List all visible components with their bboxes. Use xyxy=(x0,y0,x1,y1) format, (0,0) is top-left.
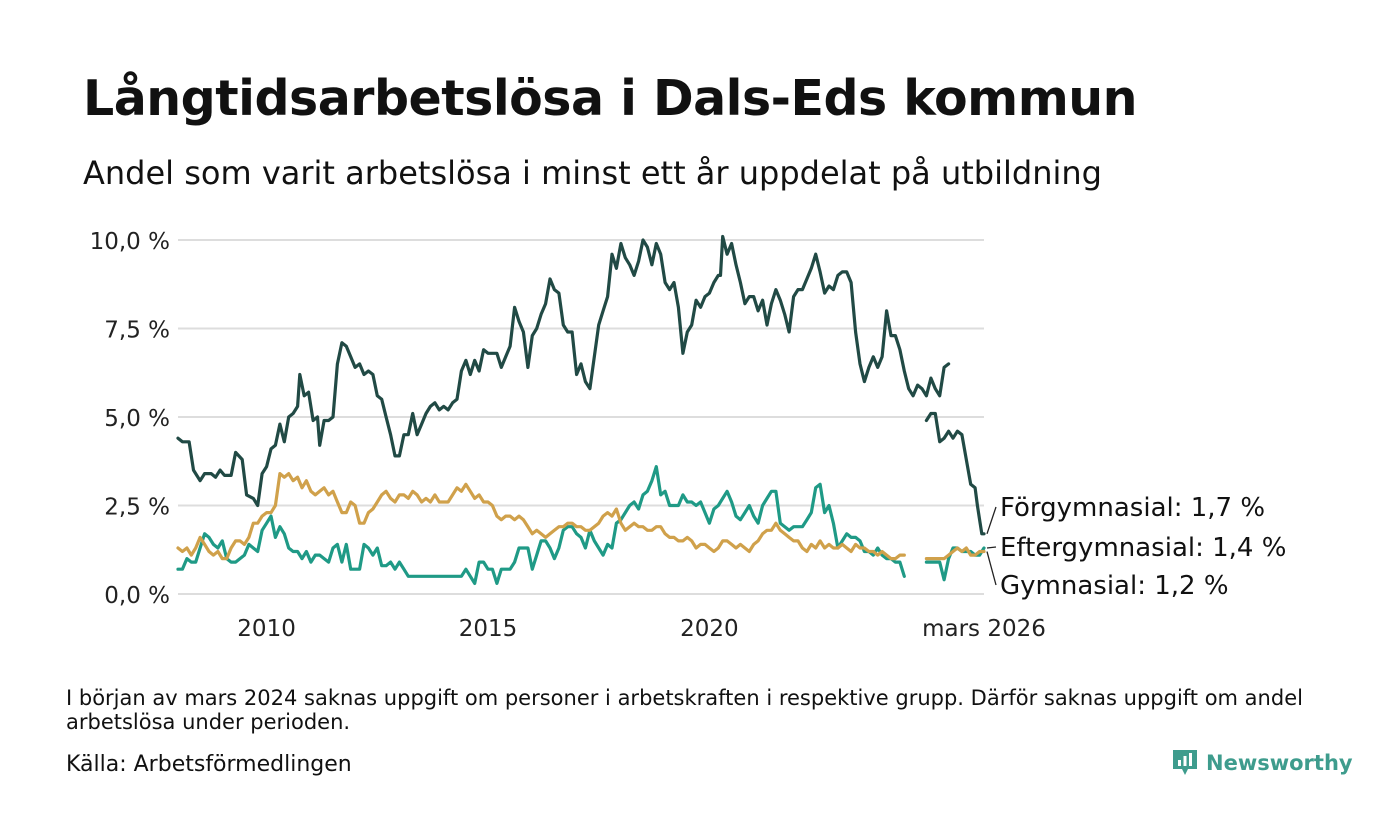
x-tick-label: mars 2026 xyxy=(922,616,1046,642)
series-line-förgymnasial xyxy=(924,411,986,536)
newsworthy-logo: Newsworthy xyxy=(1172,748,1353,778)
series-line-gymnasial xyxy=(176,472,906,561)
brand-name: Newsworthy xyxy=(1206,751,1353,775)
y-tick-label: 7,5 % xyxy=(104,318,170,344)
series-end-label: Eftergymnasial: 1,4 % xyxy=(1000,533,1286,563)
label-leader-line xyxy=(986,506,997,535)
footnote: I början av mars 2024 saknas uppgift om … xyxy=(66,686,1303,734)
line-chart: 0,0 % 2,5 % 5,0 % 7,5 % 10,0 % 2010 2015 2020 ma… xyxy=(90,229,1287,642)
series-end-label: Gymnasial: 1,2 % xyxy=(1000,571,1229,601)
newsworthy-logo-icon xyxy=(1173,750,1197,775)
series-line-förgymnasial xyxy=(176,234,951,508)
series-line-eftergymnasial xyxy=(176,465,906,585)
x-tick-label: 2020 xyxy=(680,616,739,642)
y-tick-label: 10,0 % xyxy=(90,229,170,255)
series-line-gymnasial xyxy=(924,546,986,561)
x-tick-label: 2010 xyxy=(237,616,296,642)
label-leader-line xyxy=(986,546,997,549)
chart-subtitle: Andel som varit arbetslösa i minst ett å… xyxy=(83,154,1102,192)
label-leader-line xyxy=(986,551,997,586)
y-tick-label: 5,0 % xyxy=(104,406,170,432)
series-end-label: Förgymnasial: 1,7 % xyxy=(1000,493,1265,523)
x-tick-label: 2015 xyxy=(459,616,518,642)
series-line-eftergymnasial xyxy=(924,546,986,582)
chart-title: Långtidsarbetslösa i Dals-Eds kommun xyxy=(83,70,1138,127)
source-text: Källa: Arbetsförmedlingen xyxy=(66,752,352,777)
y-tick-label: 2,5 % xyxy=(104,495,170,521)
y-tick-label: 0,0 % xyxy=(104,583,170,609)
